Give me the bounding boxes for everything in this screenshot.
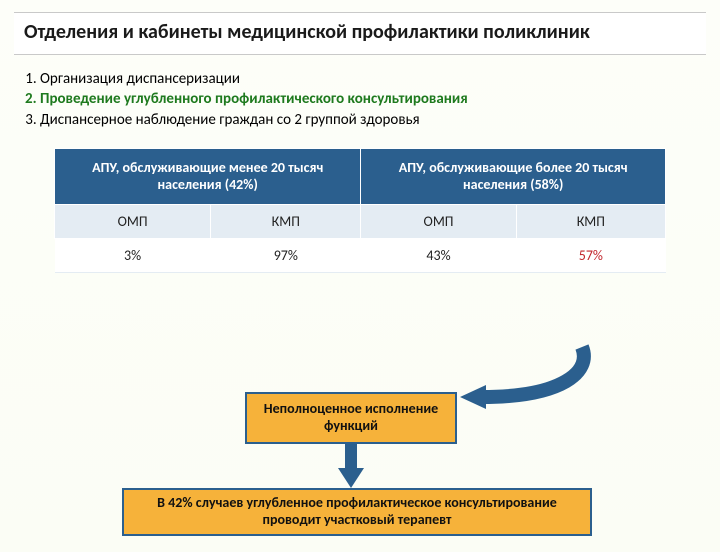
callout-42pct: В 42% случаев углубленное профилактическ… [122,488,592,536]
group-b-header: АПУ, обслуживающие более 20 тысяч населе… [361,148,666,204]
sub-b-kmp: КМП [516,204,665,238]
val-b-omp: 43% [361,238,516,272]
bullet-2: Проведение углубленного профилактическог… [40,89,702,109]
bullet-list: Организация диспансеризации Проведение у… [18,69,702,130]
sub-b-omp: ОМП [361,204,516,238]
page-title: Отделения и кабинеты медицинской профила… [24,21,696,44]
arrow-down-icon [338,444,364,488]
callout-incomplete: Неполноценное исполнение функций [245,392,457,444]
callout-incomplete-text: Неполноценное исполнение функций [261,401,441,435]
bullet-1: Организация диспансеризации [40,69,702,89]
stats-table: АПУ, обслуживающие менее 20 тысяч населе… [54,148,666,273]
val-b-kmp: 57% [516,238,665,272]
val-a-kmp: 97% [211,238,361,272]
val-a-omp: 3% [55,238,211,272]
bullet-3: Диспансерное наблюдение граждан со 2 гру… [40,110,702,130]
group-a-header: АПУ, обслуживающие менее 20 тысяч населе… [55,148,361,204]
callout-42pct-text: В 42% случаев углубленное профилактическ… [138,495,576,529]
sub-a-kmp: КМП [211,204,361,238]
title-bar: Отделения и кабинеты медицинской профила… [14,12,706,55]
arrow-curve-icon [452,342,602,412]
sub-a-omp: ОМП [55,204,211,238]
